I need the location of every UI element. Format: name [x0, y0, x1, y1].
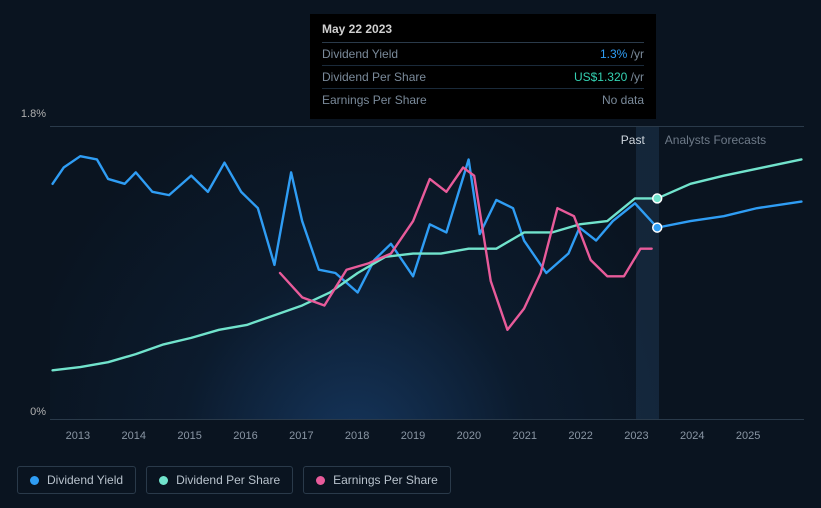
- legend-item-label: Earnings Per Share: [333, 473, 438, 487]
- legend-dot-icon: [159, 476, 168, 485]
- x-axis-ticks: 2013 2014 2015 2016 2017 2018 2019 2020 2021 2022…: [50, 430, 804, 450]
- x-tick: 2016: [233, 430, 257, 442]
- x-tick: 2020: [457, 430, 481, 442]
- tooltip-row: Dividend Yield 1.3% /yr: [322, 43, 644, 66]
- x-tick: 2025: [736, 430, 760, 442]
- chart-lines: [50, 127, 804, 419]
- x-tick: 2022: [568, 430, 592, 442]
- tooltip-row: Dividend Per Share US$1.320 /yr: [322, 66, 644, 89]
- x-tick: 2019: [401, 430, 425, 442]
- x-tick: 2014: [122, 430, 146, 442]
- tooltip-row-value: US$1.320 /yr: [574, 70, 644, 84]
- legend-item-label: Dividend Yield: [47, 473, 123, 487]
- legend-item[interactable]: Dividend Yield: [17, 466, 136, 494]
- y-axis-top-label: 1.8%: [6, 108, 46, 120]
- legend-dot-icon: [316, 476, 325, 485]
- tooltip-row-label: Dividend Yield: [322, 47, 398, 61]
- x-tick: 2015: [177, 430, 201, 442]
- legend-item[interactable]: Dividend Per Share: [146, 466, 293, 494]
- y-axis-bottom-label: 0%: [6, 406, 46, 418]
- x-tick: 2013: [66, 430, 90, 442]
- x-tick: 2024: [680, 430, 704, 442]
- tooltip-row-value: No data: [602, 93, 644, 107]
- x-tick: 2021: [512, 430, 536, 442]
- tooltip-row-label: Earnings Per Share: [322, 93, 427, 107]
- legend-dot-icon: [30, 476, 39, 485]
- plot-area[interactable]: Past Analysts Forecasts: [50, 126, 804, 420]
- tooltip-date: May 22 2023: [322, 22, 644, 43]
- chart-legend: Dividend Yield Dividend Per Share Earnings…: [17, 466, 451, 494]
- tooltip-row-label: Dividend Per Share: [322, 70, 426, 84]
- dividend-chart: 1.8% 0% Past Analysts Forecasts 2013 2014…: [0, 100, 821, 460]
- x-tick: 2023: [624, 430, 648, 442]
- chart-tooltip: May 22 2023 Dividend Yield1.3% /yrDivide…: [310, 14, 656, 119]
- tooltip-row: Earnings Per Share No data: [322, 89, 644, 111]
- tooltip-row-value: 1.3% /yr: [600, 47, 644, 61]
- x-tick: 2017: [289, 430, 313, 442]
- legend-item[interactable]: Earnings Per Share: [303, 466, 451, 494]
- x-tick: 2018: [345, 430, 369, 442]
- legend-item-label: Dividend Per Share: [176, 473, 280, 487]
